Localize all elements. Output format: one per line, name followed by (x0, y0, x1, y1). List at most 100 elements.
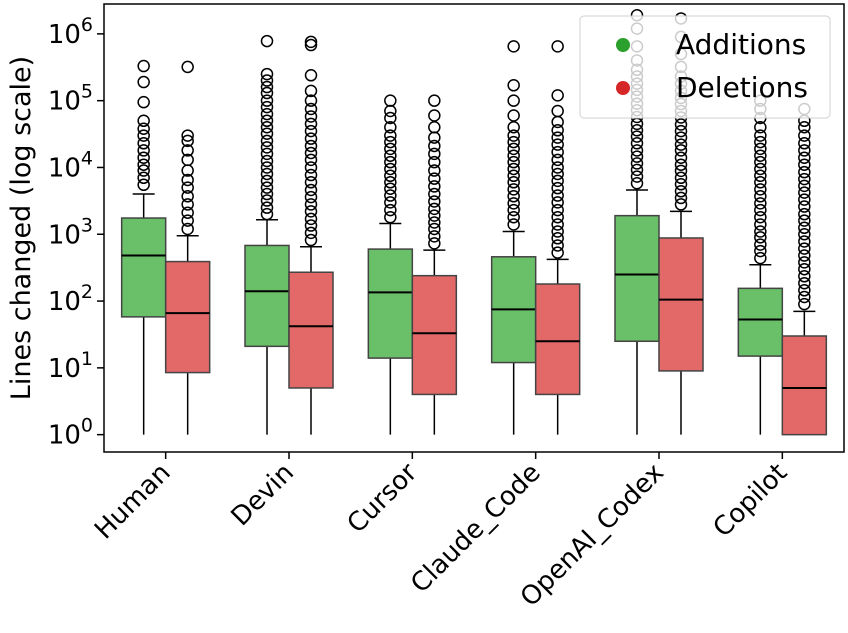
flier-point (551, 203, 564, 217)
box-iqr (737, 287, 784, 357)
flier-point (181, 60, 194, 74)
flier-point (304, 168, 318, 182)
flier-point (798, 144, 811, 157)
box-iqr (658, 237, 704, 372)
flier-point (551, 225, 564, 238)
fliers-devin-additions (260, 34, 274, 221)
flier-point (181, 190, 194, 203)
flier-point (798, 186, 811, 199)
flier-point (304, 176, 318, 189)
fliers-cursor-additions (384, 94, 397, 224)
flier-point (798, 151, 811, 164)
flier-point (551, 196, 564, 209)
y-tick-label: 102 (48, 281, 93, 317)
flier-point (181, 173, 194, 187)
box-iqr (120, 217, 167, 318)
flier-point (507, 183, 520, 196)
flier-point (304, 190, 318, 204)
flier-point (674, 178, 688, 191)
box-iqr (781, 335, 828, 436)
flier-point (304, 35, 318, 49)
flier-point (507, 203, 520, 217)
flier-point (260, 141, 274, 154)
flier-point (137, 122, 150, 135)
flier-point (630, 137, 644, 150)
flier-point (260, 34, 274, 48)
box-openai-codex-deletions (658, 210, 704, 435)
flier-point (798, 297, 811, 311)
flier-point (137, 158, 150, 171)
flier-point (551, 161, 564, 174)
flier-point (798, 256, 811, 269)
flier-point (384, 120, 397, 134)
flier-point (754, 176, 767, 189)
flier-point (674, 191, 688, 205)
y-axis: 100 101 102 103 104 105 106 (48, 14, 104, 451)
flier-point (754, 218, 767, 231)
flier-point (181, 198, 194, 211)
flier-point (507, 197, 520, 210)
flier-point (181, 206, 194, 219)
flier-point (507, 155, 520, 169)
flier-point (304, 205, 318, 218)
legend-label-additions: Additions (676, 28, 806, 61)
box-iqr (164, 260, 211, 374)
flier-point (260, 207, 274, 221)
flier-point (674, 164, 688, 178)
flier-point (798, 242, 811, 255)
legend-label-deletions: Deletions (676, 71, 808, 104)
flier-point (260, 134, 274, 148)
legend-marker-deletions (616, 81, 630, 95)
flier-point (428, 216, 441, 229)
flier-point (754, 225, 767, 238)
flier-point (137, 164, 150, 177)
flier-point (630, 124, 644, 137)
flier-point (798, 207, 811, 221)
flier-point (798, 290, 811, 304)
plot-frame (103, 3, 845, 453)
flier-point (507, 40, 520, 53)
flier-point (384, 162, 397, 176)
flier-point (507, 149, 520, 162)
flier-point (754, 238, 767, 251)
flier-point (551, 232, 564, 245)
flier-point (798, 179, 811, 193)
flier-point (260, 94, 274, 107)
flier-point (304, 139, 318, 153)
flier-point (551, 181, 564, 195)
flier-point (304, 183, 318, 197)
flier-point (137, 59, 150, 73)
flier-point (260, 74, 274, 87)
flier-point (754, 197, 767, 210)
flier-point (674, 151, 688, 164)
flier-point (507, 129, 520, 142)
flier-point (260, 147, 274, 161)
flier-point (304, 69, 318, 82)
flier-point (260, 154, 274, 168)
flier-point (754, 162, 767, 176)
flier-point (181, 222, 194, 236)
flier-point (428, 187, 441, 201)
flier-point (304, 219, 318, 232)
flier-point (798, 276, 811, 290)
flier-point (428, 202, 441, 216)
flier-point (630, 157, 644, 170)
flier-point (260, 127, 274, 140)
box-iqr (288, 271, 334, 389)
flier-point (181, 153, 194, 167)
flier-point (507, 135, 520, 149)
flier-point (181, 129, 194, 142)
flier-point (384, 104, 397, 118)
flier-point (754, 129, 767, 142)
flier-point (507, 94, 520, 107)
flier-point (260, 86, 274, 100)
flier-point (551, 115, 564, 129)
flier-point (507, 169, 520, 183)
flier-point (384, 189, 397, 202)
flier-point (304, 146, 318, 160)
flier-point (384, 142, 397, 156)
flier-point (304, 161, 318, 174)
fliers-copilot-additions (754, 94, 767, 265)
flier-point (507, 218, 520, 231)
